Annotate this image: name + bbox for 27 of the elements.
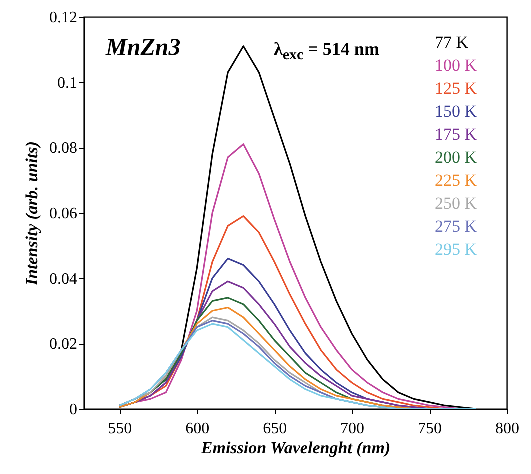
y-tick-label: 0.12 [50, 10, 78, 26]
text: 100 K [435, 55, 478, 77]
text: 175 K [435, 124, 478, 146]
y-tick-label: 0.06 [50, 206, 78, 222]
x-axis-title: Emission Wavelenght (nm) [200, 438, 391, 458]
x-tick-label: 650 [263, 420, 288, 438]
text: 77 K [435, 32, 470, 54]
x-tick-label: 800 [496, 420, 520, 438]
y-tick-label: 0.04 [50, 270, 78, 288]
text: 150 K [435, 101, 478, 123]
text: 275 K [435, 216, 478, 238]
text: 295 K [435, 239, 478, 261]
x-tick-label: 750 [418, 420, 442, 438]
x-tick-label: 600 [186, 420, 210, 438]
x-tick-label: 550 [108, 420, 132, 438]
y-tick-label: 0.02 [50, 336, 78, 354]
y-axis-title: Intensity (arb. units) [22, 141, 42, 287]
text: 250 K [435, 193, 478, 215]
annotation: MnZn3 [106, 35, 181, 62]
text: 225 K [435, 170, 478, 192]
text: 125 K [435, 78, 478, 100]
x-tick-label: 700 [340, 420, 365, 438]
annotation: λ$_{exc}$ = 514 nm [274, 39, 380, 65]
y-tick-label: 0.1 [58, 74, 78, 92]
y-tick-label: 0.08 [50, 140, 78, 158]
text: 200 K [435, 147, 478, 169]
y-tick-label: 0 [70, 402, 78, 418]
